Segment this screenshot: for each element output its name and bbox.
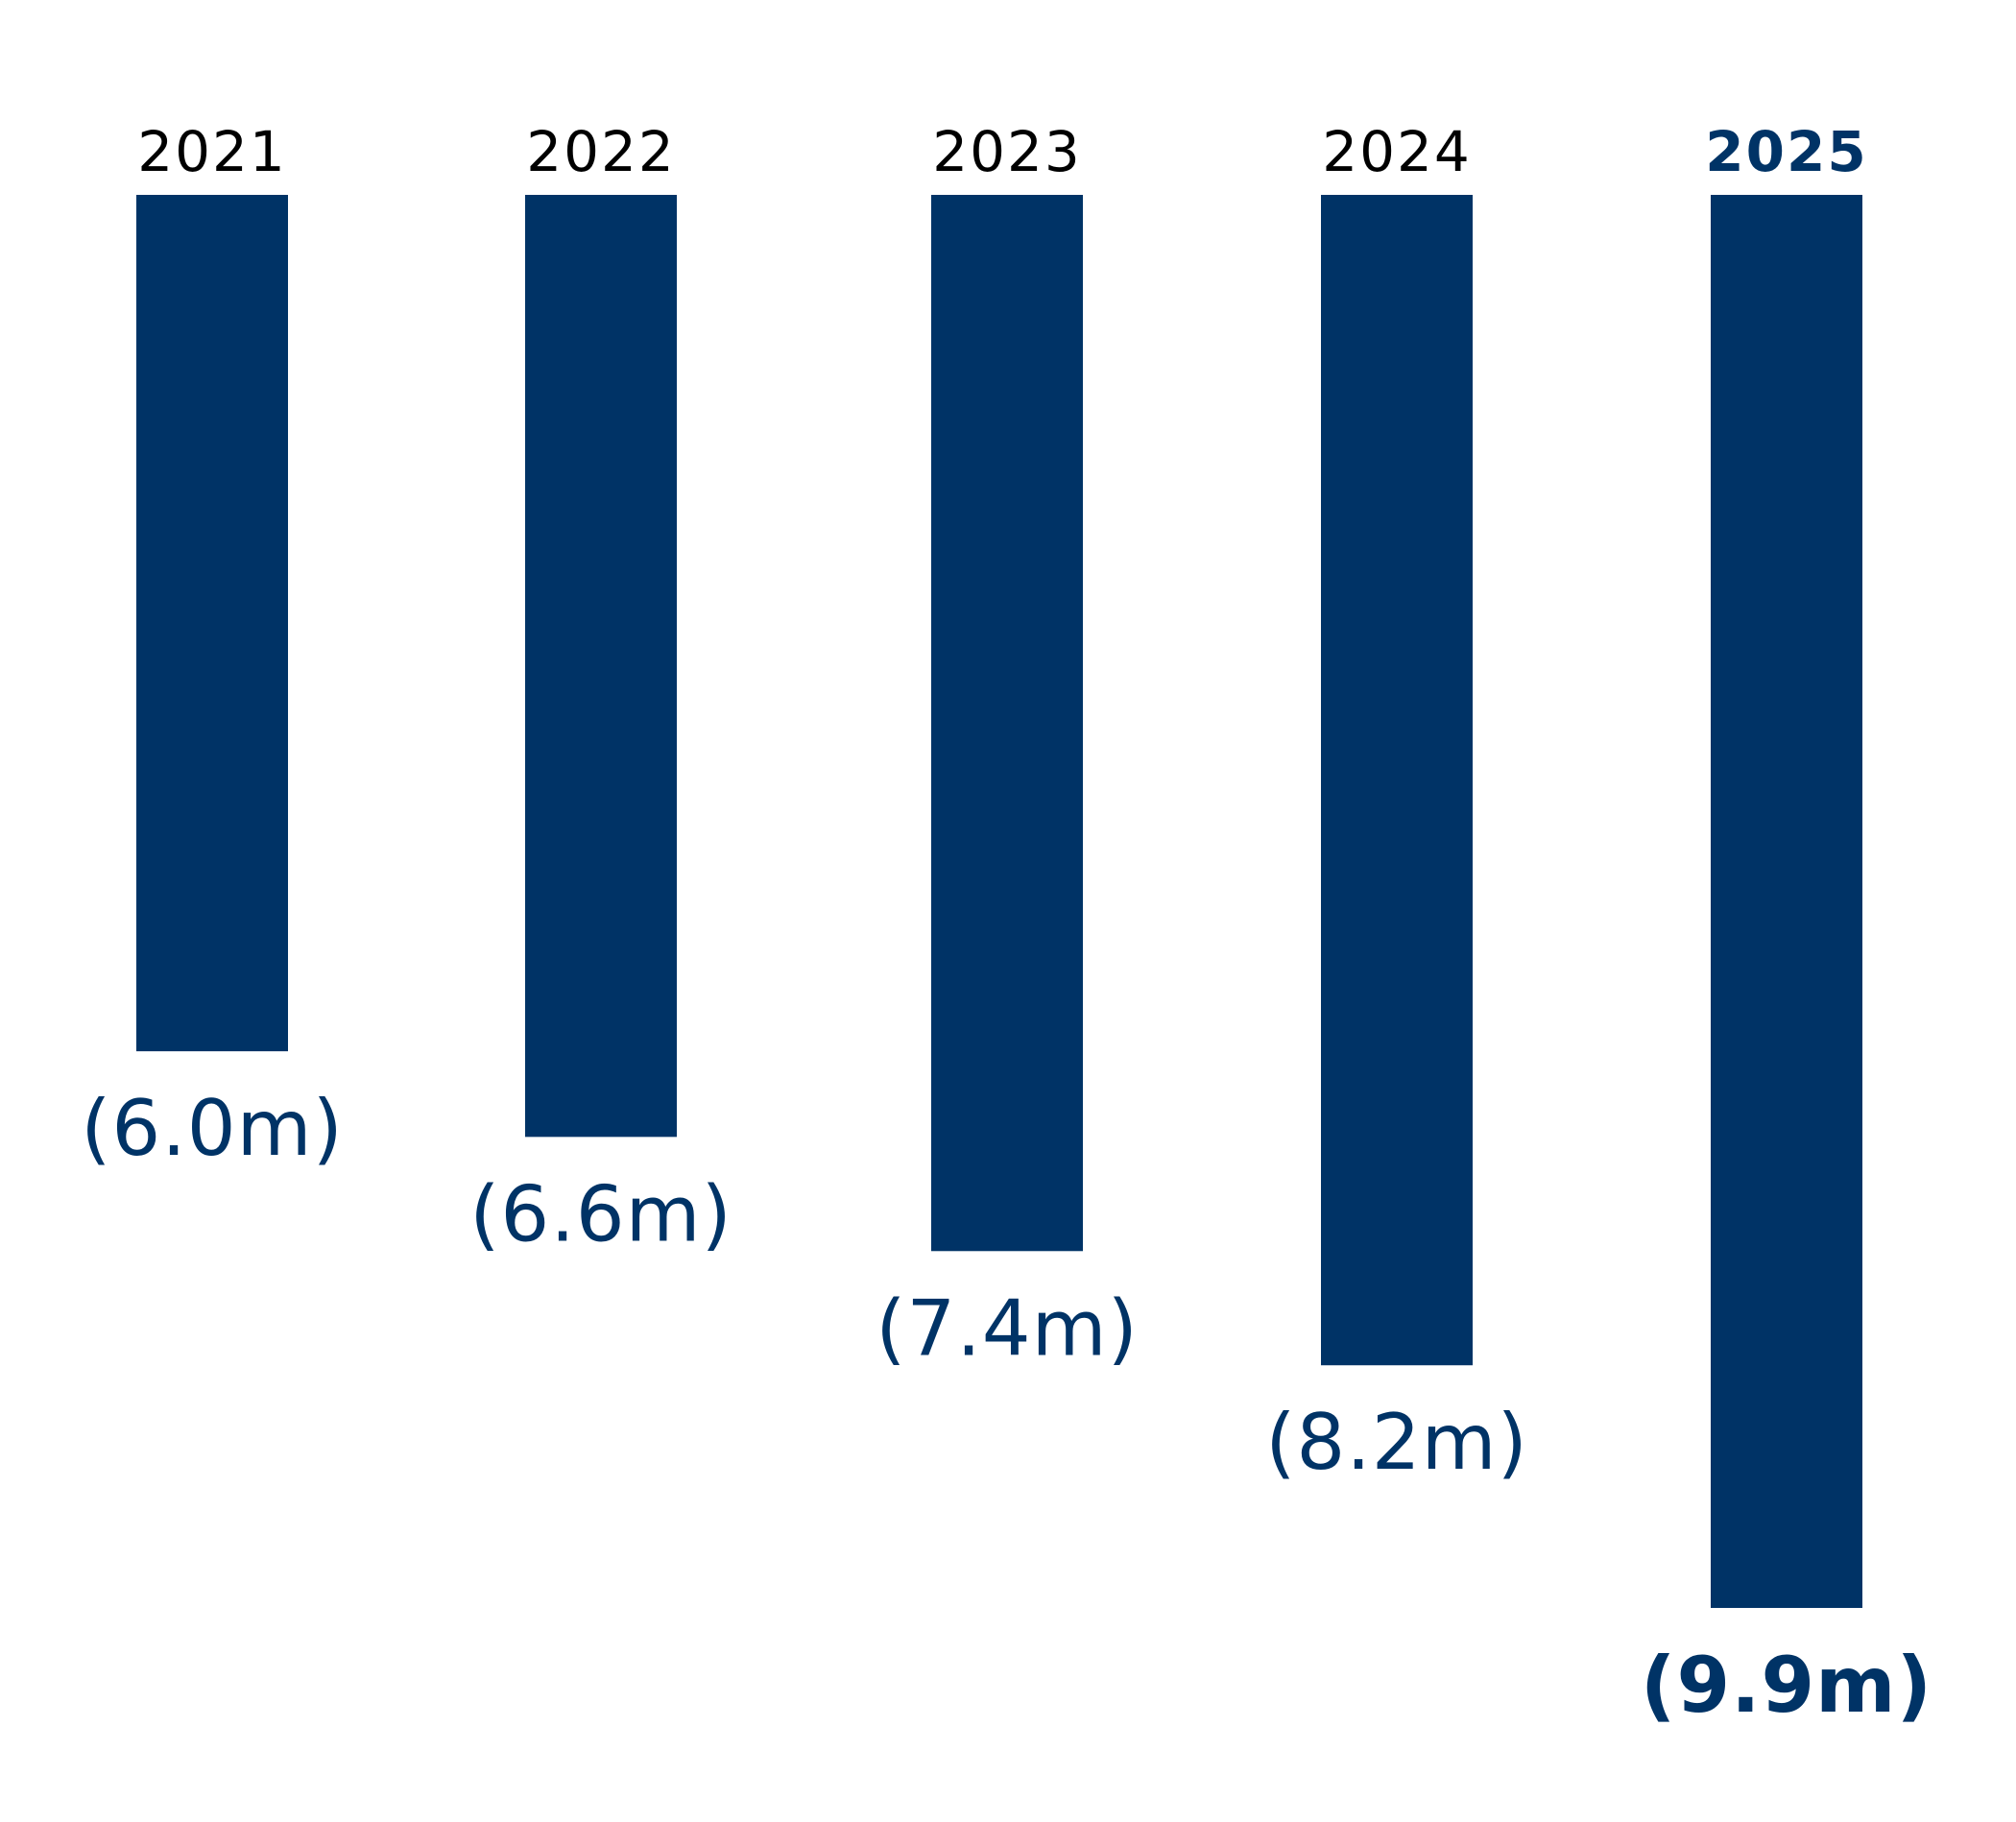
bar-2025 [1711, 195, 1862, 1608]
bars [136, 195, 1862, 1608]
category-label-2021: 2021 [137, 119, 287, 184]
value-label-2025: (9.9m) [1641, 1641, 1932, 1730]
category-label-2024: 2024 [1322, 119, 1472, 184]
value-label-2022: (6.6m) [469, 1169, 732, 1259]
bar-2023 [931, 195, 1083, 1252]
category-label-2023: 2023 [932, 119, 1082, 184]
value-label-2024: (8.2m) [1265, 1398, 1528, 1487]
bar-2024 [1321, 195, 1473, 1366]
labels: 2021 (6.0m) 2022 (6.6m) 2023 (7.4m) 2024 (8.2m)… [81, 119, 1932, 1730]
category-label-2025: 2025 [1705, 119, 1867, 184]
bar-2022 [525, 195, 677, 1138]
value-label-2021: (6.0m) [81, 1084, 344, 1173]
value-label-2023: (7.4m) [876, 1283, 1139, 1373]
category-label-2022: 2022 [526, 119, 676, 184]
bar-2021 [136, 195, 288, 1052]
